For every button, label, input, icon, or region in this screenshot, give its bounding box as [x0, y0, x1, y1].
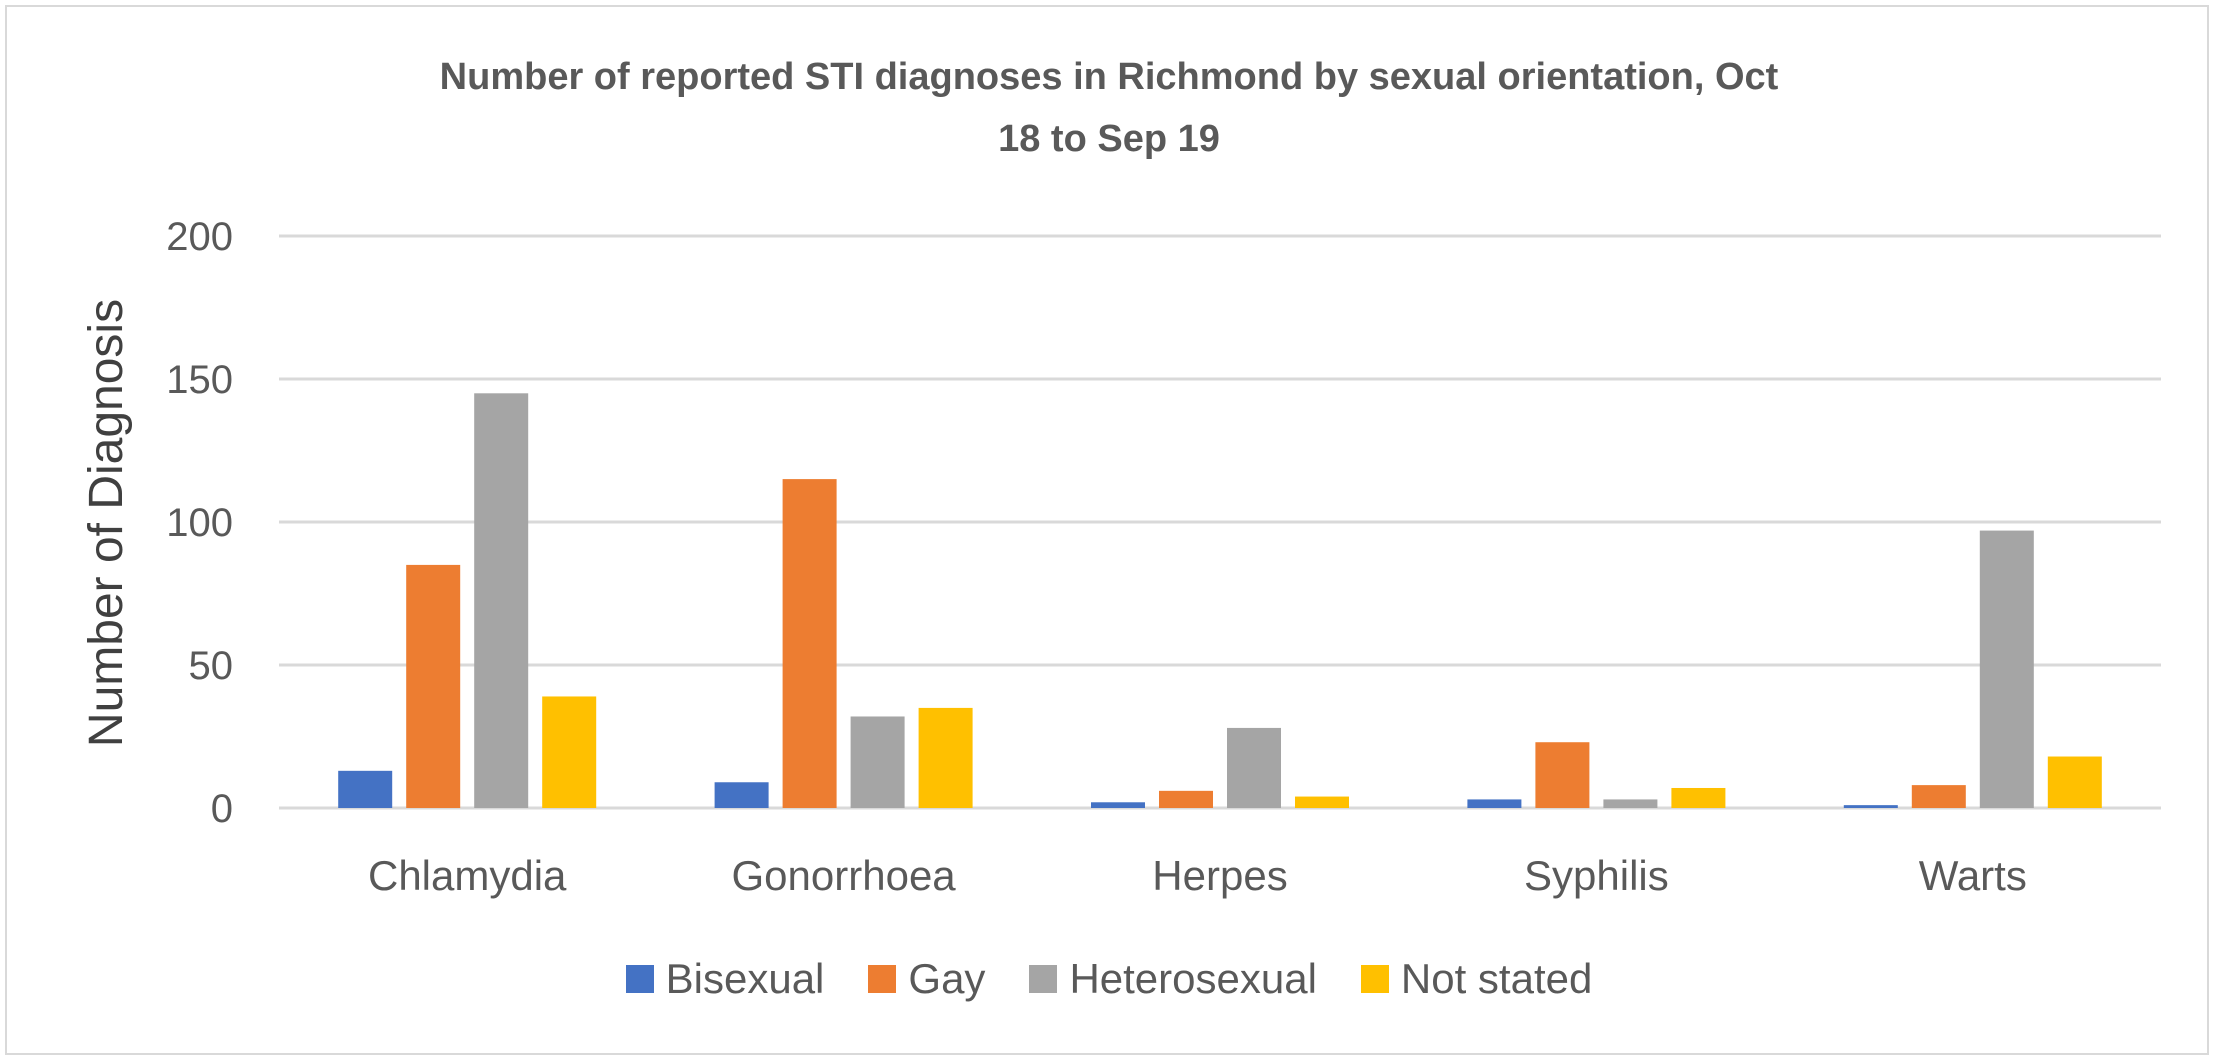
bar-gay-gonorrhoea	[782, 479, 837, 808]
bar-heterosexual-syphilis	[1603, 799, 1658, 808]
bar-gay-warts	[1911, 785, 1966, 808]
chart-title-line-2: 18 to Sep 19	[998, 118, 1220, 160]
y-axis-label: Number of Diagnosis	[80, 299, 133, 747]
bar-not-stated-gonorrhoea	[918, 707, 973, 808]
bar-bisexual-gonorrhoea	[714, 782, 769, 808]
x-tick-label: Herpes	[1152, 852, 1287, 899]
y-tick-label: 50	[189, 644, 234, 688]
legend-label: Not stated	[1400, 955, 1593, 1002]
bar-gay-chlamydia	[406, 564, 461, 808]
bar-heterosexual-warts	[1979, 530, 2034, 808]
x-tick-label: Chlamydia	[368, 852, 567, 899]
bar-heterosexual-chlamydia	[474, 393, 529, 808]
chart-legend: Bisexual Gay Heterosexual Not stated	[0, 955, 2218, 1003]
x-tick-label: Syphilis	[1524, 852, 1669, 899]
legend-swatch	[1029, 965, 1058, 993]
legend-swatch	[868, 965, 897, 993]
legend-item: Heterosexual	[1029, 955, 1317, 1003]
legend-label: Gay	[908, 955, 986, 1002]
bar-not-stated-warts	[2047, 756, 2102, 808]
legend-swatch	[1360, 965, 1389, 993]
legend-item: Bisexual	[625, 955, 825, 1003]
bar-not-stated-syphilis	[1671, 787, 1726, 808]
legend-label: Bisexual	[665, 955, 825, 1002]
bar-bisexual-chlamydia	[338, 770, 393, 808]
legend-item: Not stated	[1360, 955, 1593, 1003]
bar-not-stated-chlamydia	[542, 696, 597, 808]
y-tick-label: 150	[166, 358, 233, 402]
bar-heterosexual-herpes	[1227, 727, 1281, 808]
bar-gay-syphilis	[1535, 742, 1590, 808]
bar-gay-herpes	[1159, 790, 1213, 808]
x-tick-label: Warts	[1919, 852, 2027, 899]
bar-bisexual-warts	[1843, 805, 1898, 808]
chart-title-line-1: Number of reported STI diagnoses in Rich…	[439, 56, 1779, 98]
chart-title: Number of reported STI diagnoses in Rich…	[0, 46, 2218, 170]
chart-frame	[5, 5, 2209, 1055]
y-tick-label: 200	[166, 215, 233, 259]
bar-heterosexual-gonorrhoea	[850, 716, 905, 808]
legend-item: Gay	[868, 955, 985, 1003]
legend-label: Heterosexual	[1069, 955, 1317, 1002]
y-tick-label: 0	[211, 787, 233, 831]
x-tick-label: Gonorrhoea	[732, 852, 957, 899]
y-tick-label: 100	[166, 501, 233, 545]
legend-swatch	[625, 965, 654, 993]
bar-bisexual-herpes	[1091, 802, 1145, 808]
bar-bisexual-syphilis	[1467, 799, 1522, 808]
bar-not-stated-herpes	[1295, 796, 1349, 808]
